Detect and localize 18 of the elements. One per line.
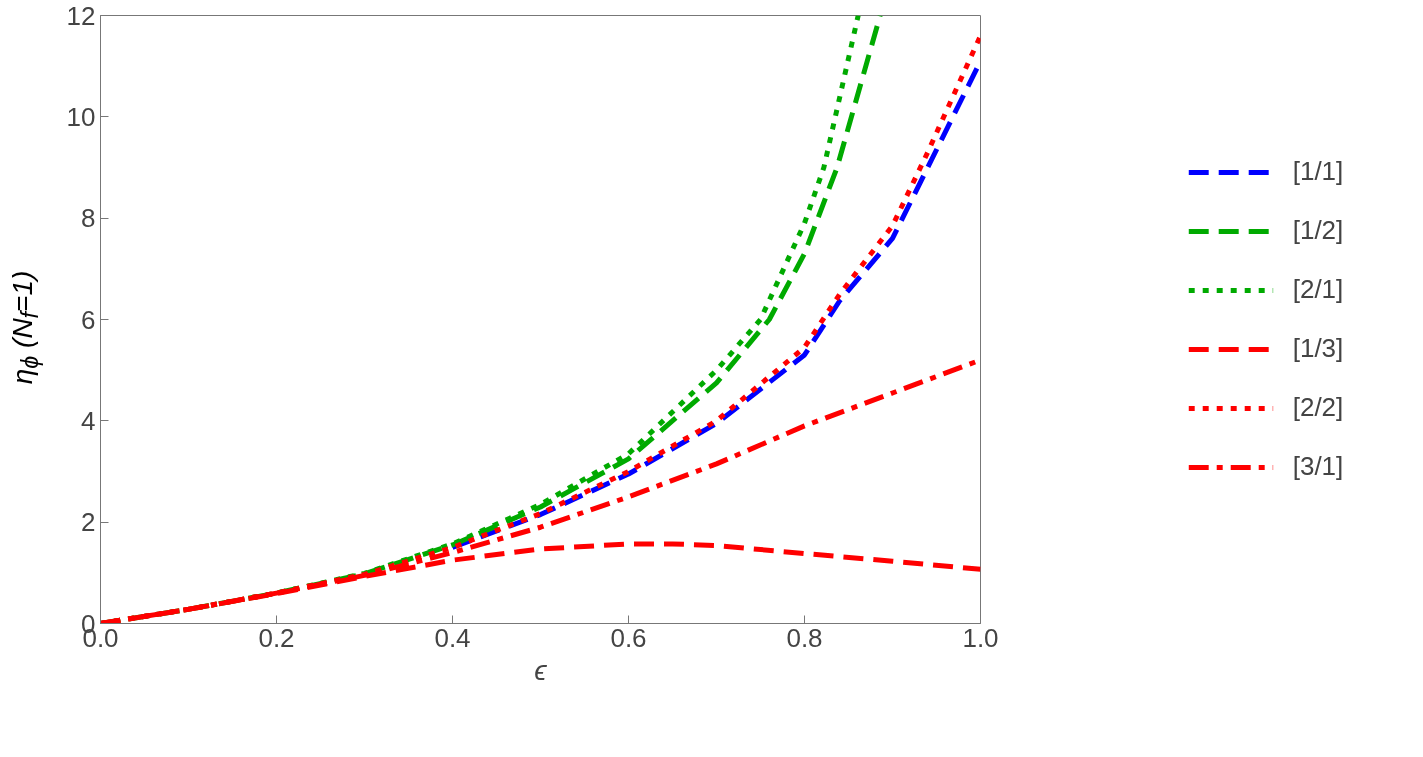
y-tick-label: 12 [66,0,96,31]
y-tick-label: 4 [81,405,96,436]
y-tick-label: 6 [81,304,96,335]
x-tick-label: 1.0 [962,622,999,653]
x-tick-label: 0.2 [258,622,295,653]
x-tick-label: 0.8 [786,622,823,653]
legend-label: [2/2] [1292,392,1344,423]
x-axis-title: ϵ [534,654,548,686]
x-tick-label: 0.4 [434,622,471,653]
legend-label: [1/3] [1292,333,1344,364]
y-tick-label: 2 [81,507,96,538]
legend-label: [1/1] [1292,156,1344,187]
legend-label: [1/2] [1292,215,1344,246]
x-tick-label: 0.6 [610,622,647,653]
y-tick-label: 10 [66,101,96,132]
legend-label: [2/1] [1292,274,1344,305]
legend-label: [3/1] [1292,451,1344,482]
y-tick-label: 8 [81,203,96,234]
